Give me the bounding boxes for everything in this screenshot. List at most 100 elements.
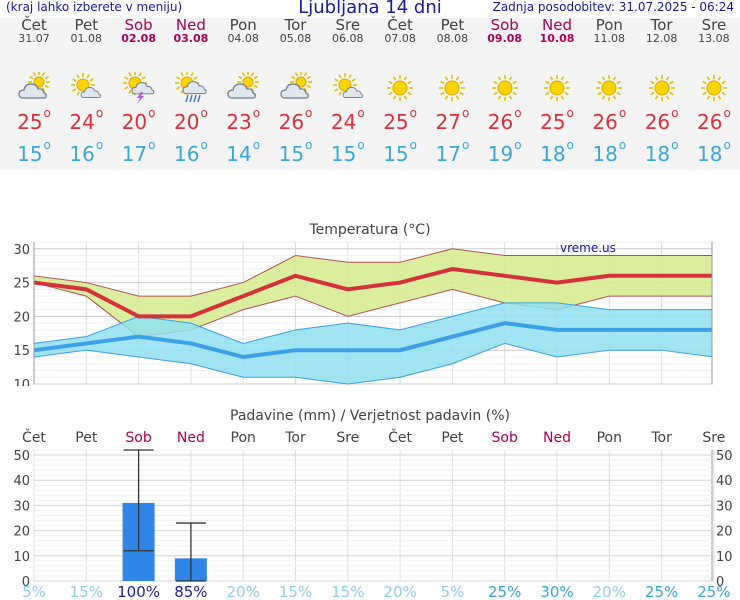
day-date: 03.08 xyxy=(173,32,209,45)
min-temp: 15o xyxy=(270,138,322,166)
day-axis-label: Ned xyxy=(543,430,571,446)
min-temp-point xyxy=(398,348,402,352)
min-temp-point xyxy=(137,335,141,339)
y-tick-label: 10 xyxy=(13,550,30,565)
min-temp-line xyxy=(33,321,714,359)
day-date: 07.08 xyxy=(384,32,416,45)
max-temp: 26o xyxy=(636,106,688,134)
day-icon-cell xyxy=(688,72,740,106)
sun-icon xyxy=(439,75,466,101)
min-temp-value: 15 xyxy=(17,142,43,166)
max-temp-point xyxy=(241,294,245,298)
degree-mark: o xyxy=(252,138,261,152)
degree-mark: o xyxy=(200,138,208,152)
day-icon-cell xyxy=(479,72,531,106)
max-band-edge xyxy=(33,248,714,297)
y-tick-label-right: 50 xyxy=(716,449,733,464)
day-axis-label: Pet xyxy=(441,430,464,446)
min-temp-value: 14 xyxy=(226,142,252,166)
min-temp-point xyxy=(84,341,88,345)
y-tick-label: 25 xyxy=(13,277,30,292)
max-temp: 25o xyxy=(374,106,426,134)
min-temp: 17o xyxy=(426,138,478,166)
y-tick-label-right: 0 xyxy=(716,575,724,590)
y-tick-label: 30 xyxy=(13,243,30,258)
min-temp-point xyxy=(189,341,193,345)
day-axis-label: Pon xyxy=(231,430,256,446)
min-temp: 18o xyxy=(636,138,688,166)
day-axis-label: Sre xyxy=(336,430,359,446)
max-temp-point xyxy=(555,281,559,285)
day-name: Sre xyxy=(335,16,361,34)
precip-probability: 100% xyxy=(117,583,160,600)
degree-mark: o xyxy=(95,138,104,152)
temperature-chart-title: Temperatura (°C) xyxy=(308,222,430,238)
day-date: 11.08 xyxy=(593,32,626,45)
precip-probability: 5% xyxy=(22,583,46,600)
y-tick-label: 20 xyxy=(13,310,30,325)
day-name: Pet xyxy=(74,16,99,34)
day-name: Pon xyxy=(229,16,257,34)
sun-icon xyxy=(387,75,414,101)
day-axis-label: Tor xyxy=(650,430,672,446)
min-temp: 15o xyxy=(8,138,60,166)
sun-cloud-icon xyxy=(332,73,363,98)
min-temp: 18o xyxy=(583,138,635,166)
min-temp: 15o xyxy=(322,138,374,166)
degree-mark: o xyxy=(148,138,156,152)
sun-icon xyxy=(491,75,518,101)
min-temp-value: 16 xyxy=(69,142,95,166)
day-name: Ned xyxy=(542,16,572,34)
degree-mark: o xyxy=(461,106,470,120)
min-temp-point xyxy=(294,348,297,352)
max-temp-point xyxy=(607,274,611,278)
day-icon-cell xyxy=(60,72,112,106)
max-temp-point xyxy=(346,287,350,291)
min-temp-value: 17 xyxy=(435,142,461,166)
precip-probability: 20% xyxy=(593,583,626,600)
y-tick-label-right: 30 xyxy=(716,499,733,514)
max-temp-value: 27 xyxy=(435,110,461,134)
precip-probability: 85% xyxy=(174,583,207,600)
day-name: Ned xyxy=(175,16,206,34)
degree-mark: o xyxy=(200,106,208,120)
precipitation-chart: Padavine (mm) / Verjetnost padavin (%) Če… xyxy=(13,408,733,600)
min-temp-value: 18 xyxy=(644,142,671,166)
day-icon-cell xyxy=(426,72,478,106)
max-temp-point xyxy=(189,314,193,318)
y-tick-label: 40 xyxy=(13,474,30,489)
min-temp-value: 15 xyxy=(278,142,305,166)
max-temp-value: 26 xyxy=(487,110,514,134)
min-temp: 16o xyxy=(60,138,112,166)
day-name: Sob xyxy=(490,16,519,34)
max-temp-point xyxy=(294,274,297,278)
degree-mark: o xyxy=(514,106,522,120)
day-name: Sob xyxy=(124,16,153,34)
location-hint[interactable]: (kraj lahko izberete v meniju) xyxy=(6,0,183,14)
min-temp: 17o xyxy=(113,138,165,166)
max-temp-point xyxy=(398,281,402,285)
day-name: Tor xyxy=(284,16,307,34)
temperature-chart: Temperatura (°C)10152025301015202530vrem… xyxy=(0,222,740,386)
last-update: Zadnja posodobitev: 31.07.2025 - 06:24 xyxy=(492,0,734,14)
max-temp-point xyxy=(660,274,664,278)
day-name: Sre xyxy=(701,16,727,34)
day-axis-label: Čet xyxy=(22,428,46,446)
degree-mark: o xyxy=(305,138,313,152)
right-mask xyxy=(712,242,740,384)
day-name: Čet xyxy=(21,16,47,34)
day-name: Čet xyxy=(387,16,413,34)
max-temp: 24o xyxy=(322,106,374,134)
max-temp-point xyxy=(450,267,454,271)
day-name: Pet xyxy=(440,16,465,34)
max-temp-value: 26 xyxy=(592,110,618,134)
day-date: 04.08 xyxy=(227,32,259,45)
partly-cloudy-icon xyxy=(18,71,50,99)
day-date: 02.08 xyxy=(121,32,156,45)
sun-icon xyxy=(700,75,727,101)
min-temp: 14o xyxy=(217,138,269,166)
max-temp-value: 25 xyxy=(540,110,566,134)
degree-mark: o xyxy=(723,138,731,152)
y-tick-label: 0 xyxy=(22,575,30,590)
degree-mark: o xyxy=(618,106,627,120)
